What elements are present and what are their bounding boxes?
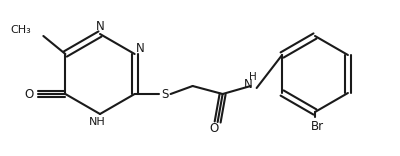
Text: S: S xyxy=(161,88,168,100)
Text: N: N xyxy=(136,42,145,56)
Text: NH: NH xyxy=(89,117,105,127)
Text: N: N xyxy=(244,78,253,90)
Text: CH₃: CH₃ xyxy=(11,25,31,35)
Text: H: H xyxy=(249,72,256,82)
Text: N: N xyxy=(96,20,104,34)
Text: O: O xyxy=(209,122,218,136)
Text: Br: Br xyxy=(310,120,324,134)
Text: O: O xyxy=(25,88,34,100)
